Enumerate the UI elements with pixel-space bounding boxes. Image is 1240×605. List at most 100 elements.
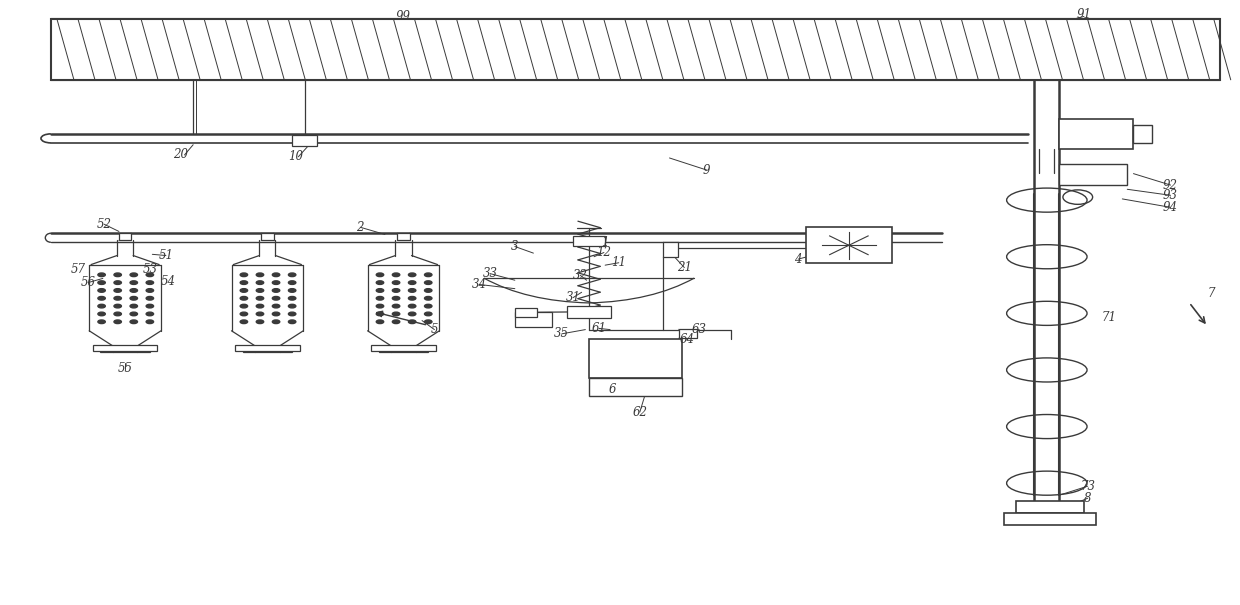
Circle shape — [241, 289, 248, 292]
Text: 62: 62 — [632, 405, 647, 419]
Bar — [589, 378, 682, 396]
Circle shape — [289, 281, 296, 284]
Bar — [236, 345, 300, 352]
Circle shape — [241, 312, 248, 316]
Circle shape — [392, 296, 399, 300]
Bar — [1059, 119, 1133, 149]
Text: 92: 92 — [1163, 178, 1178, 192]
Text: 57: 57 — [71, 263, 86, 276]
Circle shape — [408, 273, 415, 276]
Circle shape — [98, 273, 105, 276]
Text: 31: 31 — [565, 291, 580, 304]
Bar — [243, 346, 293, 352]
Text: 64: 64 — [680, 333, 694, 346]
Text: 61: 61 — [591, 322, 606, 335]
Text: 12: 12 — [596, 246, 611, 259]
Bar — [589, 339, 682, 378]
Circle shape — [146, 304, 154, 308]
Bar — [678, 329, 697, 338]
Circle shape — [146, 281, 154, 284]
Bar — [262, 234, 274, 240]
Circle shape — [257, 304, 264, 308]
Bar — [515, 308, 537, 317]
Circle shape — [273, 320, 280, 324]
Circle shape — [257, 273, 264, 276]
Circle shape — [424, 289, 432, 292]
Bar — [663, 242, 678, 257]
Circle shape — [376, 281, 383, 284]
Text: 56: 56 — [81, 276, 95, 289]
Circle shape — [241, 296, 248, 300]
Text: 1: 1 — [601, 236, 609, 249]
Circle shape — [114, 320, 122, 324]
Bar — [293, 135, 317, 146]
Bar — [397, 234, 409, 240]
Circle shape — [376, 304, 383, 308]
Circle shape — [241, 281, 248, 284]
Circle shape — [114, 281, 122, 284]
Text: 52: 52 — [97, 218, 112, 231]
Bar — [93, 345, 157, 352]
Circle shape — [392, 289, 399, 292]
Circle shape — [289, 304, 296, 308]
Bar — [51, 19, 1220, 80]
Text: 10: 10 — [289, 150, 304, 163]
Circle shape — [273, 296, 280, 300]
Bar — [1133, 125, 1152, 143]
Circle shape — [114, 296, 122, 300]
Circle shape — [273, 312, 280, 316]
Circle shape — [98, 320, 105, 324]
Circle shape — [130, 304, 138, 308]
Text: 93: 93 — [1163, 189, 1178, 202]
Bar — [515, 312, 552, 327]
Text: 99: 99 — [396, 10, 410, 23]
Text: 11: 11 — [611, 257, 626, 269]
Circle shape — [257, 289, 264, 292]
Text: 21: 21 — [677, 261, 692, 274]
Circle shape — [424, 296, 432, 300]
Text: 2: 2 — [356, 221, 363, 234]
Circle shape — [98, 296, 105, 300]
Circle shape — [257, 312, 264, 316]
Circle shape — [424, 281, 432, 284]
Bar — [567, 306, 611, 318]
Text: 7: 7 — [1208, 287, 1215, 300]
Text: 34: 34 — [471, 278, 486, 291]
Bar — [1016, 501, 1084, 513]
Text: 3: 3 — [511, 240, 518, 253]
Circle shape — [424, 320, 432, 324]
Circle shape — [130, 312, 138, 316]
Circle shape — [146, 273, 154, 276]
Text: 33: 33 — [482, 267, 497, 280]
Circle shape — [114, 289, 122, 292]
Circle shape — [273, 304, 280, 308]
Circle shape — [376, 273, 383, 276]
Bar — [378, 346, 428, 352]
Circle shape — [273, 281, 280, 284]
Text: 73: 73 — [1080, 480, 1095, 492]
Circle shape — [392, 304, 399, 308]
Circle shape — [376, 289, 383, 292]
Text: 5: 5 — [430, 323, 438, 336]
Circle shape — [146, 312, 154, 316]
Circle shape — [114, 304, 122, 308]
Bar — [100, 346, 150, 352]
Bar — [1003, 513, 1096, 525]
Circle shape — [408, 281, 415, 284]
Circle shape — [289, 312, 296, 316]
Text: 6: 6 — [609, 384, 616, 396]
Circle shape — [130, 281, 138, 284]
Circle shape — [392, 312, 399, 316]
Circle shape — [241, 273, 248, 276]
Circle shape — [241, 320, 248, 324]
Circle shape — [392, 281, 399, 284]
Circle shape — [130, 289, 138, 292]
Circle shape — [424, 273, 432, 276]
Circle shape — [289, 273, 296, 276]
Circle shape — [408, 304, 415, 308]
Circle shape — [289, 296, 296, 300]
Circle shape — [114, 273, 122, 276]
Text: 9: 9 — [703, 163, 711, 177]
Circle shape — [376, 296, 383, 300]
Circle shape — [130, 296, 138, 300]
